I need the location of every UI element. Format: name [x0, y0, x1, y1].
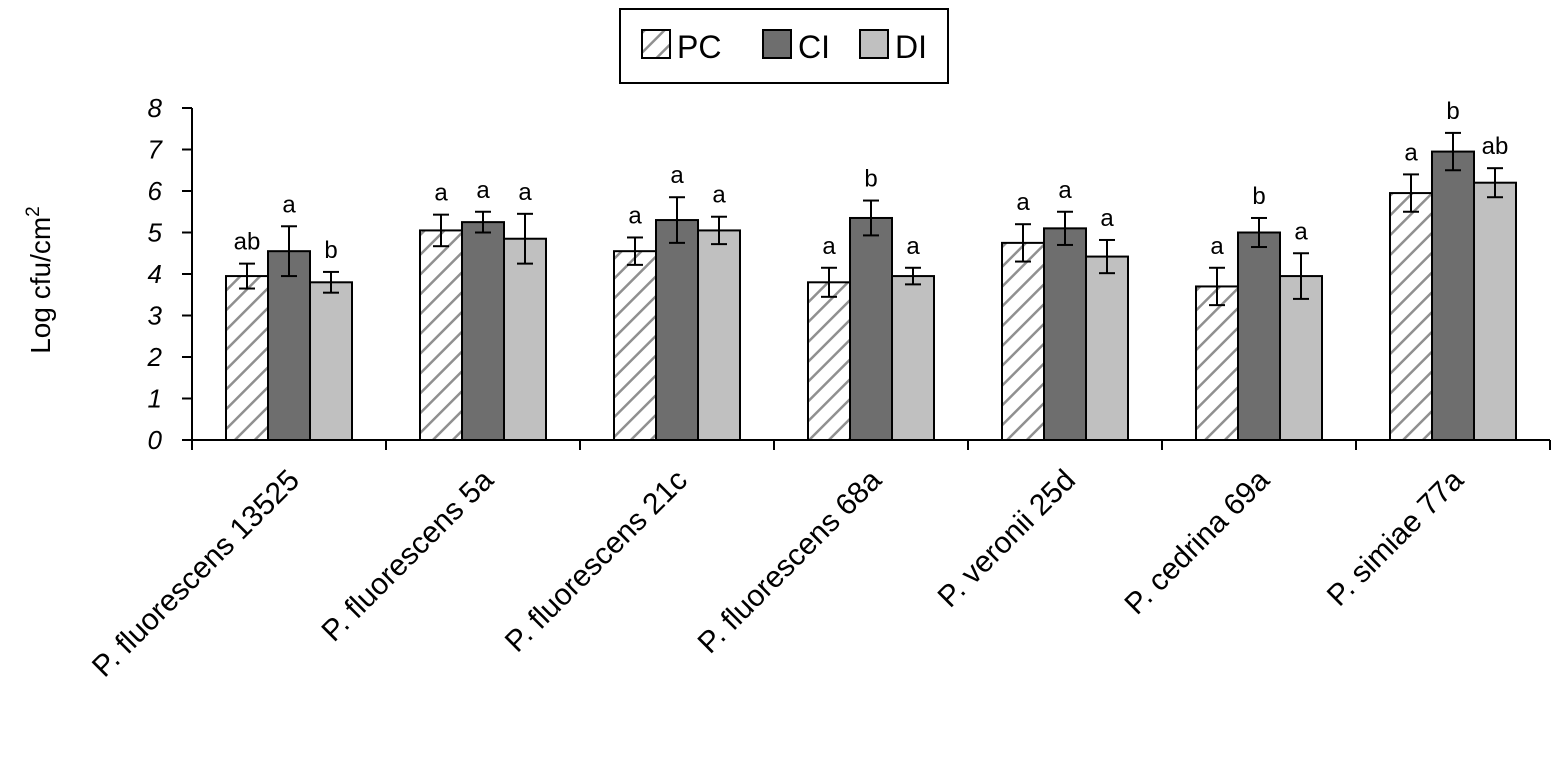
- legend-label-ci: CI: [798, 29, 830, 65]
- bar-di: [1473, 181, 1517, 441]
- bar-ci: [655, 219, 699, 441]
- x-tick-label: P. fluorescens 21c: [499, 464, 694, 659]
- significance-letter: a: [434, 180, 448, 207]
- significance-letter: a: [476, 177, 490, 204]
- bar-ci: [1431, 150, 1475, 441]
- bar-pc: [419, 229, 463, 441]
- y-tick-label: 7: [148, 135, 164, 165]
- error-bars: [239, 131, 1503, 307]
- y-tick-label: 8: [148, 93, 163, 123]
- significance-letter: b: [864, 166, 877, 193]
- y-tick-label: 4: [148, 259, 162, 289]
- legend-swatch-pc: [641, 29, 671, 59]
- bar-pc: [1001, 241, 1045, 441]
- legend-swatch-di: [859, 29, 889, 59]
- significance-letter: b: [1446, 98, 1459, 125]
- legend-swatch-ci: [762, 29, 792, 59]
- bar-di: [1279, 275, 1323, 442]
- significance-letter: a: [518, 179, 532, 206]
- significance-letter: a: [670, 162, 684, 189]
- x-tick-label: P. fluorescens 68a: [692, 463, 889, 660]
- significance-letter: ab: [1482, 133, 1509, 160]
- x-tick-label: P. fluorescens 13525: [86, 464, 306, 684]
- bar-ci: [1043, 227, 1087, 441]
- significance-letter: a: [1100, 205, 1114, 232]
- y-axis-label: Log cfu/cm2: [23, 206, 56, 354]
- significance-letter: b: [324, 237, 337, 264]
- bars: [225, 150, 1517, 442]
- legend-label-di: DI: [895, 29, 927, 65]
- y-tick-label: 1: [148, 384, 162, 414]
- y-axis: 0 1 2 3 4 5 6 7 8: [147, 93, 193, 455]
- bar-di: [697, 229, 741, 441]
- significance-letter: a: [1210, 233, 1224, 260]
- significance-letter: ab: [234, 229, 261, 256]
- x-tick-label: P. cedrina 69a: [1119, 463, 1277, 621]
- x-tick-label: P. veronii 25d: [932, 464, 1082, 614]
- y-tick-label: 2: [147, 342, 163, 372]
- y-tick-label: 0: [148, 425, 163, 455]
- significance-letter: a: [1294, 218, 1308, 245]
- x-tick-label: P. simiae 77a: [1321, 463, 1470, 612]
- bar-pc: [807, 281, 851, 441]
- significance-letter: a: [1404, 139, 1418, 166]
- significance-letter: a: [1058, 177, 1072, 204]
- bar-pc: [225, 275, 269, 442]
- significance-letter: a: [822, 233, 836, 260]
- bar-pc: [1195, 285, 1239, 442]
- x-axis: [191, 439, 1551, 450]
- bar-pc: [613, 250, 657, 441]
- bar-di: [503, 237, 547, 441]
- legend-label-pc: PC: [677, 29, 721, 65]
- legend: PC CI DI: [619, 8, 949, 84]
- significance-letter: a: [1016, 189, 1030, 216]
- significance-letter: a: [712, 182, 726, 209]
- y-tick-label: 6: [148, 176, 163, 206]
- y-tick-label: 5: [148, 218, 163, 248]
- significance-letter: b: [1252, 183, 1265, 210]
- bar-ci: [1237, 231, 1281, 441]
- significance-letter: a: [282, 191, 296, 218]
- significance-letter: a: [906, 233, 920, 260]
- bar-ci: [849, 216, 893, 441]
- bar-ci: [461, 221, 505, 441]
- bar-di: [1085, 255, 1129, 441]
- x-tick-labels: P. fluorescens 13525 P. fluorescens 5aP. …: [86, 463, 1470, 683]
- bar-di: [891, 275, 935, 442]
- bar-ci: [267, 250, 311, 441]
- bar-di: [309, 281, 353, 441]
- significance-letter: a: [628, 202, 642, 229]
- bar-pc: [1389, 192, 1433, 441]
- x-tick-label: P. fluorescens 5a: [315, 463, 500, 648]
- y-tick-label: 3: [148, 301, 163, 331]
